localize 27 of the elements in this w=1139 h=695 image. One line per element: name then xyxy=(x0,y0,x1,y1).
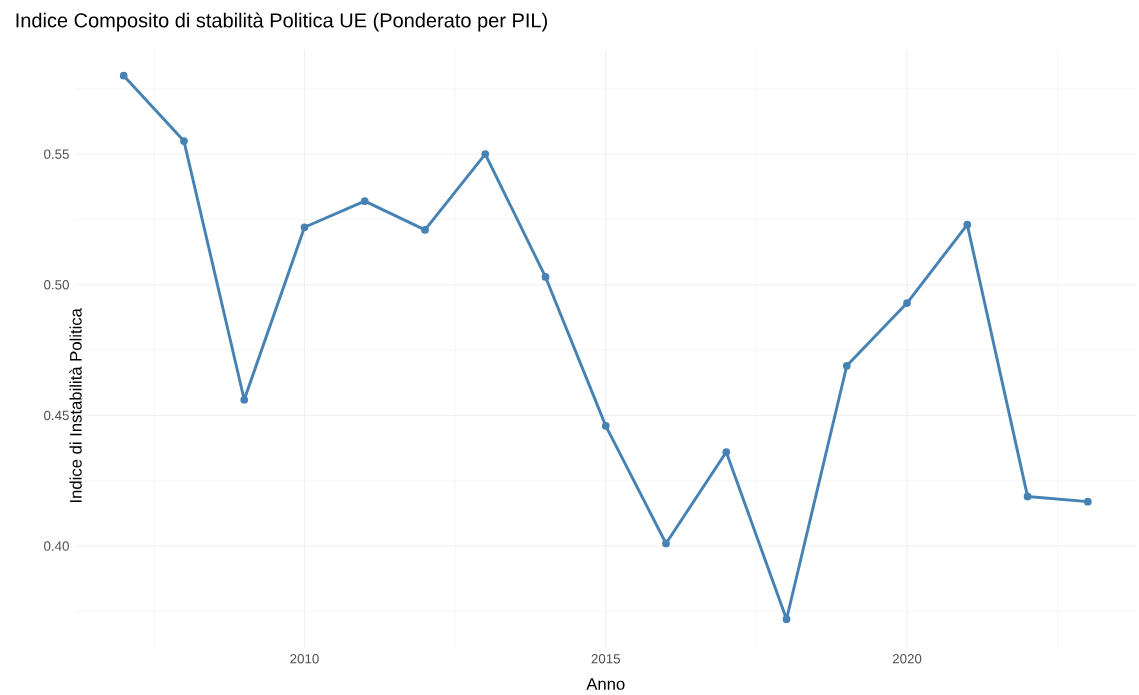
point xyxy=(481,150,490,158)
point xyxy=(662,539,670,548)
point xyxy=(541,273,550,281)
point xyxy=(722,448,731,456)
point xyxy=(903,299,911,307)
x-tick-label: 2010 xyxy=(290,654,319,664)
y-axis-title: Indice di Instabilità Politica xyxy=(69,308,82,502)
chart-title: Indice Composito di stabilità Politica UE (Ponderato per PIL) xyxy=(16,12,547,32)
x-axis-title: Anno xyxy=(586,678,625,690)
y-tick-label: 0.40 xyxy=(44,541,69,551)
point xyxy=(119,71,128,80)
point xyxy=(842,361,851,370)
point xyxy=(1023,492,1032,501)
point xyxy=(1083,497,1092,506)
point xyxy=(963,220,972,229)
point xyxy=(601,422,610,430)
point xyxy=(180,137,188,145)
point xyxy=(360,197,369,206)
point xyxy=(240,395,249,404)
y-tick-label: 0.55 xyxy=(44,149,69,159)
y-tick-label: 0.45 xyxy=(44,410,69,421)
y-tick-label: 0.50 xyxy=(44,280,69,290)
x-tick-label: 2020 xyxy=(892,654,922,664)
x-tick-label: 2015 xyxy=(591,654,621,664)
point xyxy=(421,226,429,234)
point xyxy=(300,223,309,232)
point xyxy=(782,615,791,624)
